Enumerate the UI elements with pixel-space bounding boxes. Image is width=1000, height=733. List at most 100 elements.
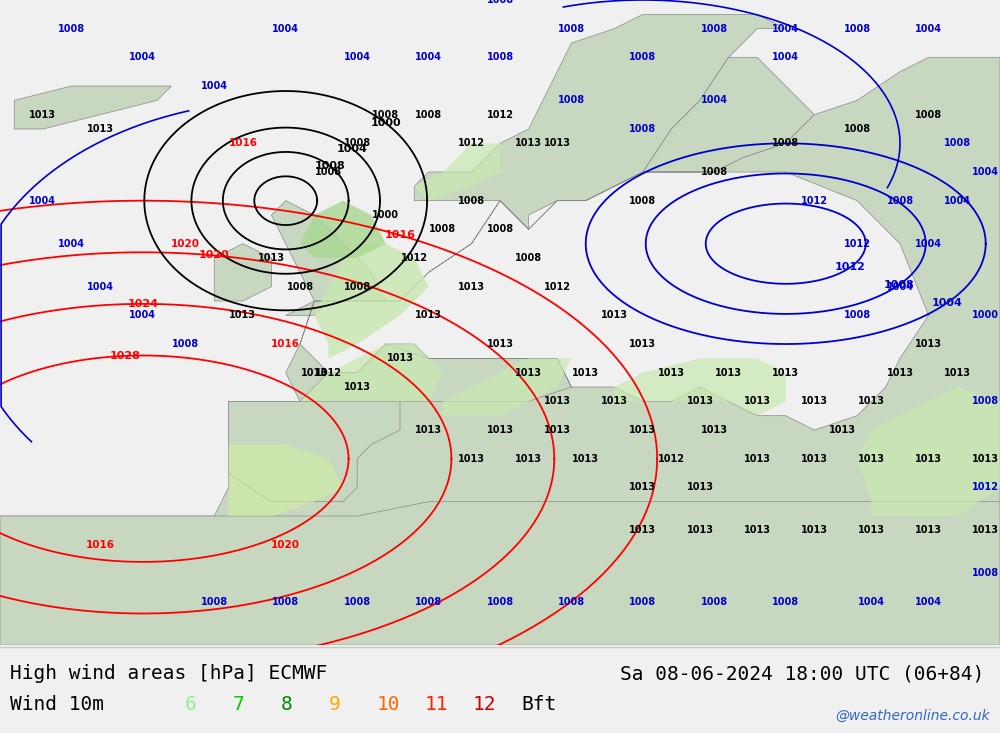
Text: 1004: 1004 (129, 52, 156, 62)
Text: 1013: 1013 (229, 310, 256, 320)
Text: 1013: 1013 (887, 368, 914, 377)
Text: 1013: 1013 (972, 454, 999, 464)
Text: 1013: 1013 (858, 454, 885, 464)
Polygon shape (0, 57, 1000, 645)
Text: 1008: 1008 (629, 124, 656, 134)
Text: 1000: 1000 (972, 310, 999, 320)
Text: 1013: 1013 (515, 368, 542, 377)
Text: 1013: 1013 (572, 454, 599, 464)
Text: 1008: 1008 (429, 224, 456, 235)
Text: 1008: 1008 (415, 110, 442, 119)
Text: 1008: 1008 (344, 139, 371, 148)
Text: 1004: 1004 (858, 597, 885, 607)
Text: 1012: 1012 (544, 281, 571, 292)
Text: 1008: 1008 (915, 110, 942, 119)
Text: 1013: 1013 (744, 397, 771, 406)
Text: 1016: 1016 (385, 230, 416, 240)
Text: 1013: 1013 (744, 526, 771, 535)
Text: 1008: 1008 (844, 23, 871, 34)
Text: 1004: 1004 (29, 196, 56, 206)
Polygon shape (271, 201, 386, 315)
Polygon shape (300, 201, 386, 258)
Text: 1008: 1008 (629, 597, 656, 607)
Text: 1013: 1013 (601, 310, 628, 320)
Text: 1008: 1008 (629, 52, 656, 62)
Polygon shape (300, 344, 443, 402)
Text: 1008: 1008 (844, 310, 871, 320)
Text: 1016: 1016 (86, 539, 115, 550)
Text: 1013: 1013 (301, 368, 328, 377)
Text: @weatheronline.co.uk: @weatheronline.co.uk (835, 709, 990, 723)
Text: 1008: 1008 (201, 597, 228, 607)
Text: 1004: 1004 (915, 23, 942, 34)
Text: 1008: 1008 (344, 281, 371, 292)
Text: 1004: 1004 (915, 597, 942, 607)
Text: 1013: 1013 (829, 425, 856, 435)
Text: 1012: 1012 (486, 110, 514, 119)
Text: 7: 7 (233, 695, 245, 714)
Text: 1008: 1008 (844, 124, 871, 134)
Text: 1013: 1013 (87, 124, 114, 134)
Text: 1013: 1013 (972, 526, 999, 535)
Text: 1013: 1013 (29, 110, 56, 119)
Text: 1013: 1013 (801, 397, 828, 406)
Text: 1012: 1012 (658, 454, 685, 464)
Text: 1008: 1008 (884, 280, 914, 290)
Text: 1008: 1008 (486, 224, 514, 235)
Text: 1008: 1008 (415, 597, 442, 607)
Text: 1013: 1013 (629, 425, 656, 435)
Text: 1013: 1013 (544, 139, 571, 148)
Text: 1013: 1013 (572, 368, 599, 377)
Text: 1013: 1013 (486, 425, 514, 435)
Text: 1013: 1013 (701, 425, 728, 435)
Text: 1008: 1008 (286, 281, 314, 292)
Text: 1013: 1013 (658, 368, 685, 377)
Text: 1004: 1004 (87, 281, 114, 292)
Text: 1008: 1008 (58, 23, 85, 34)
Text: 1008: 1008 (315, 161, 346, 172)
Text: 1024: 1024 (127, 299, 158, 309)
Text: Bft: Bft (521, 695, 556, 714)
Text: 1008: 1008 (515, 253, 542, 263)
Text: 1012: 1012 (801, 196, 828, 206)
Text: 1016: 1016 (271, 339, 300, 349)
Text: 1012: 1012 (844, 239, 871, 248)
Text: 1008: 1008 (772, 139, 799, 148)
Text: 1013: 1013 (486, 339, 514, 349)
Text: 1013: 1013 (458, 281, 485, 292)
Text: 1013: 1013 (544, 425, 571, 435)
Text: 1012: 1012 (401, 253, 428, 263)
Text: 1008: 1008 (172, 339, 199, 349)
Text: 1008: 1008 (558, 23, 585, 34)
Text: 1012: 1012 (972, 482, 999, 493)
Text: 1008: 1008 (372, 110, 399, 119)
Polygon shape (0, 501, 1000, 645)
Text: 9: 9 (329, 695, 341, 714)
Text: 1008: 1008 (558, 597, 585, 607)
Text: 1004: 1004 (129, 310, 156, 320)
Text: 1008: 1008 (486, 0, 514, 5)
Text: 11: 11 (425, 695, 448, 714)
Polygon shape (443, 358, 571, 416)
Text: 1013: 1013 (915, 526, 942, 535)
Text: 1013: 1013 (258, 253, 285, 263)
Text: 1004: 1004 (887, 281, 914, 292)
Text: 1013: 1013 (515, 139, 542, 148)
Text: 1013: 1013 (515, 454, 542, 464)
Text: 1013: 1013 (915, 339, 942, 349)
Text: 1013: 1013 (686, 482, 714, 493)
Text: 1004: 1004 (415, 52, 442, 62)
Text: 1004: 1004 (337, 144, 368, 154)
Text: 1004: 1004 (344, 52, 371, 62)
Text: 1013: 1013 (801, 526, 828, 535)
Text: 1013: 1013 (458, 454, 485, 464)
Text: 1013: 1013 (858, 526, 885, 535)
Text: 1013: 1013 (744, 454, 771, 464)
Text: 1004: 1004 (772, 52, 799, 62)
Text: 1013: 1013 (686, 397, 714, 406)
Polygon shape (414, 15, 786, 229)
Text: 1012: 1012 (315, 368, 342, 377)
Text: 1020: 1020 (199, 251, 230, 260)
Text: 1008: 1008 (629, 196, 656, 206)
Text: 1013: 1013 (544, 397, 571, 406)
